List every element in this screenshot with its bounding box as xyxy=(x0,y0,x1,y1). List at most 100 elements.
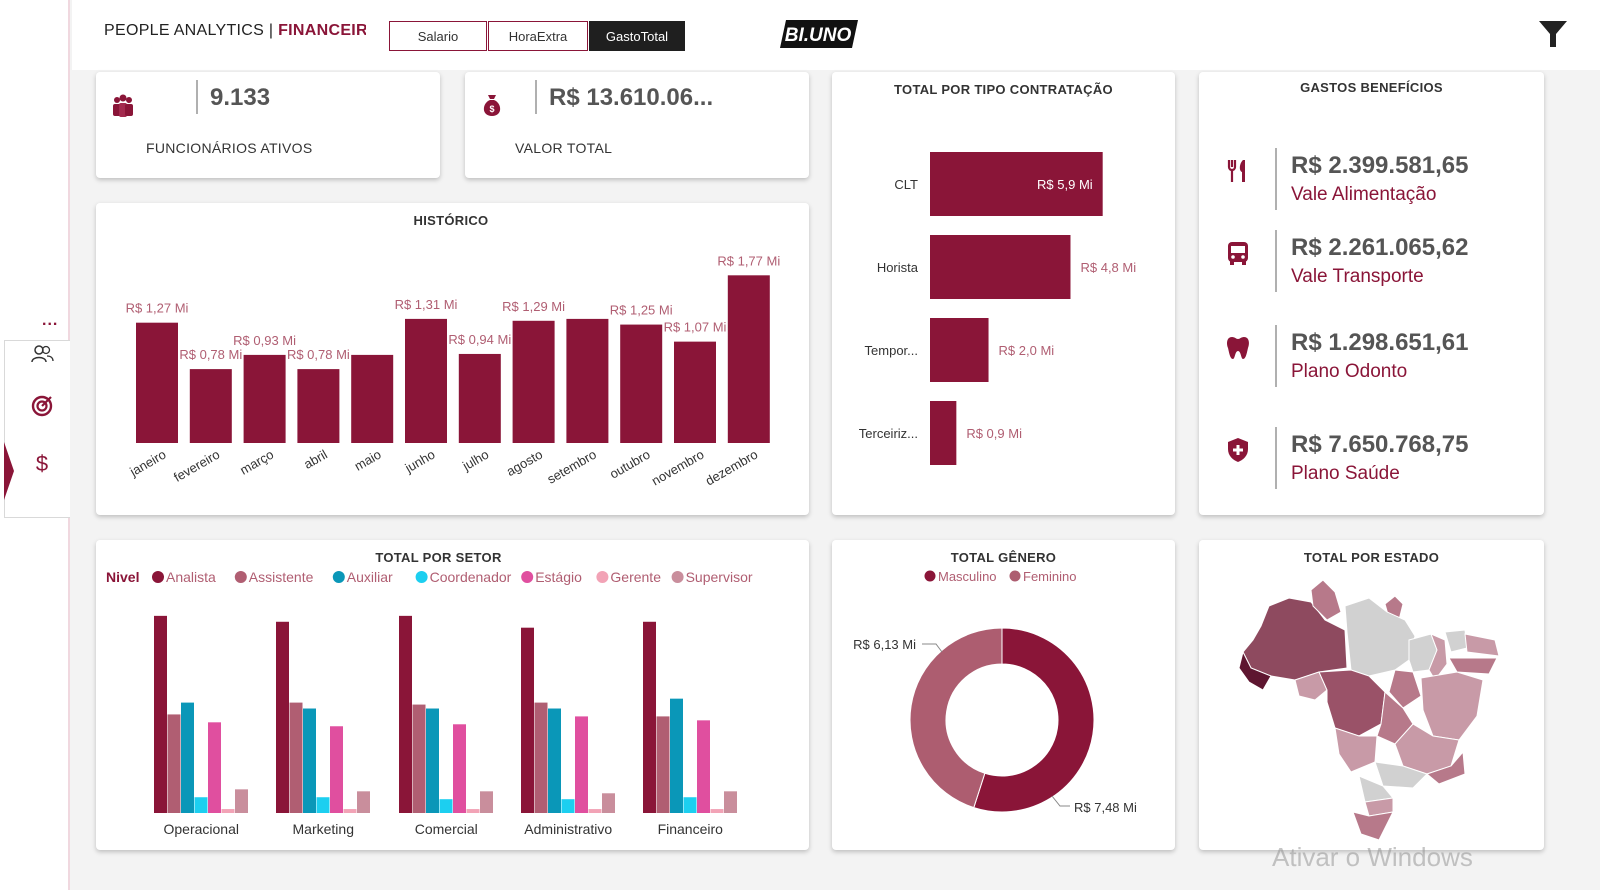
historico-category-label: março xyxy=(237,447,276,478)
estado-title: TOTAL POR ESTADO xyxy=(1303,550,1440,565)
historico-bar xyxy=(566,318,609,443)
setor-bar xyxy=(643,621,656,813)
setor-bar xyxy=(548,708,561,813)
setor-legend-marker xyxy=(671,571,684,583)
windows-activation-watermark: Ativar o Windows xyxy=(1272,842,1473,872)
dollar-icon[interactable]: $ xyxy=(29,451,55,477)
setor-bar xyxy=(534,702,548,813)
contratacao-bar xyxy=(930,235,1071,299)
svg-text:$: $ xyxy=(489,104,494,114)
historico-category-label: maio xyxy=(352,447,384,474)
page-title: PEOPLE ANALYTICS | FINANCEIRO xyxy=(104,22,366,40)
genero-chart: Masculino Feminino R$ 6,13 Mi R$ 7,48 Mi xyxy=(853,569,1137,815)
kpi-employees-label: FUNCIONÁRIOS ATIVOS xyxy=(146,140,313,156)
contratacao-bar xyxy=(930,152,1103,216)
setor-bar xyxy=(575,716,588,813)
brand-logo: BI.UNO xyxy=(780,20,858,48)
historico-chart: R$ 1,27 Mi janeiro R$ 0,78 Mi fevereiro R$ 0… xyxy=(126,253,781,488)
filter-icon[interactable] xyxy=(1537,18,1569,50)
historico-category-label: abril xyxy=(301,447,330,472)
state-pa xyxy=(1344,597,1416,677)
historico-data-label: R$ 1,77 Mi xyxy=(717,253,780,268)
setor-legend-marker xyxy=(332,571,345,583)
historico-bar xyxy=(243,354,286,443)
historico-data-label: R$ 0,93 Mi xyxy=(233,333,296,348)
kpi-divider xyxy=(196,80,198,114)
state-es-rj xyxy=(1425,750,1466,785)
setor-bar xyxy=(466,809,480,813)
logo-text: BI.UNO xyxy=(785,25,852,46)
setor-legend-marker xyxy=(596,571,609,583)
setor-legend-marker xyxy=(521,571,534,583)
setor-bar xyxy=(521,627,534,813)
money-bag-icon: $ xyxy=(483,95,501,116)
genero-legend-marker xyxy=(924,570,936,582)
setor-title: TOTAL POR SETOR xyxy=(375,550,502,565)
genero-slice xyxy=(909,627,1003,809)
setor-bar xyxy=(235,789,248,813)
tab-horaextra[interactable]: HoraExtra xyxy=(488,21,588,51)
setor-bar xyxy=(276,621,289,813)
benefit-divider xyxy=(1275,325,1277,387)
setor-bar xyxy=(330,726,343,813)
benefit-divider xyxy=(1275,148,1277,210)
kpi-total-card: $ R$ 13.610.06... VALOR TOTAL xyxy=(465,72,809,178)
state-ce xyxy=(1444,629,1468,653)
historico-data-label: R$ 0,78 Mi xyxy=(287,347,350,362)
state-rn-pb xyxy=(1464,633,1500,657)
kpi-divider xyxy=(535,80,537,114)
active-nav-indicator xyxy=(4,442,14,500)
contratacao-data-label: R$ 2,0 Mi xyxy=(999,343,1055,358)
historico-category-label: agosto xyxy=(504,447,545,480)
setor-legend-marker xyxy=(152,571,164,583)
historico-data-label: R$ 1,31 Mi xyxy=(395,297,458,312)
historico-category-label: fevereiro xyxy=(171,447,222,485)
historico-category-label: julho xyxy=(459,447,491,474)
estado-card: TOTAL POR ESTADO xyxy=(1199,540,1544,850)
health-shield-icon xyxy=(1228,438,1248,462)
more-options-icon[interactable]: ... xyxy=(42,312,59,329)
state-mt xyxy=(1318,669,1386,737)
target-icon[interactable] xyxy=(29,393,55,419)
setor-legend-label: Assistente xyxy=(249,569,314,585)
genero-legend-label: Masculino xyxy=(938,569,997,584)
historico-bar xyxy=(297,369,340,443)
header: PEOPLE ANALYTICS | FINANCEIRO Salario Ho… xyxy=(72,0,1600,70)
setor-category-label: Comercial xyxy=(415,821,478,837)
setor-bar xyxy=(412,704,426,813)
setor-legend-marker xyxy=(234,571,247,583)
tab-salario[interactable]: Salario xyxy=(389,21,487,51)
historico-category-label: junho xyxy=(402,447,438,476)
setor-bar xyxy=(221,809,235,813)
setor-bar xyxy=(683,797,697,813)
genero-title: TOTAL GÊNERO xyxy=(950,550,1057,565)
benefit-label: Plano Saúde xyxy=(1291,463,1400,484)
setor-bar xyxy=(303,708,316,813)
setor-legend-label: Gerente xyxy=(610,569,661,585)
title-accent: FINANCEIRO xyxy=(278,22,366,39)
setor-bar xyxy=(724,791,737,813)
setor-legend-title: Nivel xyxy=(106,569,139,585)
historico-bar xyxy=(136,322,178,443)
benefit-value: R$ 1.298.651,61 xyxy=(1291,329,1469,356)
brazil-map[interactable] xyxy=(1199,540,1544,850)
historico-category-label: outubro xyxy=(607,447,653,482)
beneficios-title: GASTOS BENEFÍCIOS xyxy=(1300,80,1443,95)
setor-bar xyxy=(154,615,167,813)
benefit-vale-transporte: R$ 2.261.065,62 Vale Transporte xyxy=(1199,230,1544,300)
kpi-total-label: VALOR TOTAL xyxy=(515,140,613,156)
people-icon[interactable] xyxy=(29,341,55,367)
bus-icon xyxy=(1228,242,1248,265)
historico-bar xyxy=(458,353,501,443)
kpi-employees-value: 9.133 xyxy=(210,84,271,111)
historico-bar xyxy=(512,320,555,443)
setor-bar xyxy=(343,809,357,813)
tab-gastototal[interactable]: GastoTotal xyxy=(589,21,685,51)
setor-bar xyxy=(439,799,453,813)
setor-bar xyxy=(453,724,466,813)
setor-legend-label: Estágio xyxy=(535,569,582,585)
historico-bar xyxy=(674,341,716,443)
setor-bar xyxy=(316,797,330,813)
genero-leader-line xyxy=(922,643,943,653)
